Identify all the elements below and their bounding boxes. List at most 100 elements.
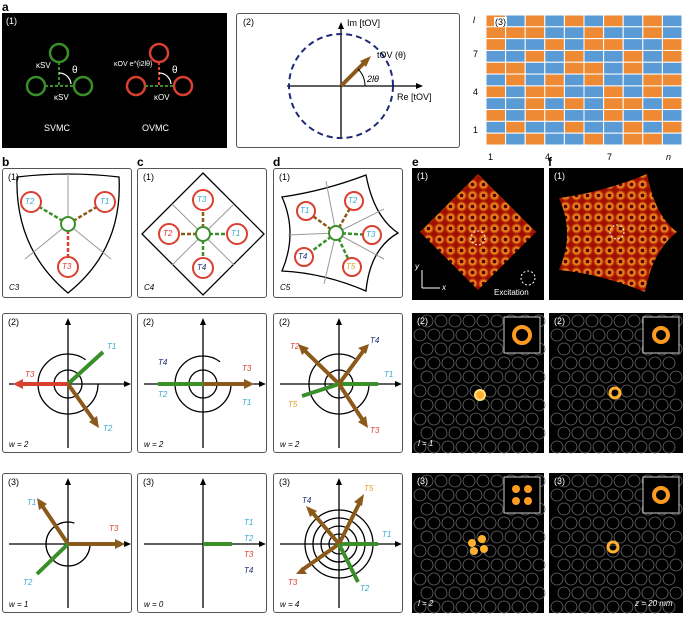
waveguide-outline xyxy=(592,328,606,342)
waveguide-outline xyxy=(483,440,497,454)
t3-label: T3 xyxy=(25,370,35,379)
waveguide-outline xyxy=(613,474,627,488)
grid-cell xyxy=(642,73,663,87)
waveguide-outline xyxy=(641,586,655,600)
waveguide-outline xyxy=(525,572,539,586)
grid-cell xyxy=(505,26,526,40)
waveguide-outline xyxy=(634,544,648,558)
grid-cell xyxy=(622,120,644,134)
waveguide-outline xyxy=(448,398,462,412)
grid-cell xyxy=(524,109,546,122)
t3-label: T3 xyxy=(62,262,72,271)
grid-cell xyxy=(642,97,663,111)
waveguide-outline xyxy=(571,586,585,600)
waveguide-outline xyxy=(606,544,620,558)
panel-tag: (1) xyxy=(8,172,19,182)
waveguide-outline xyxy=(613,530,627,544)
waveguide-outline xyxy=(599,426,613,440)
waveguide-outline xyxy=(634,572,648,586)
panel-d3: (3) T4 T5 T1 T3 T2 w = 4 xyxy=(273,473,403,613)
kappa-sv-label: κSV xyxy=(36,61,51,70)
grid-tag: (3) xyxy=(494,17,507,27)
panel-f1: (1) xyxy=(549,168,683,300)
waveguide-outline xyxy=(620,412,634,426)
c4-structure xyxy=(141,172,265,296)
grid-cell xyxy=(485,97,507,111)
waveguide-outline xyxy=(627,398,641,412)
y-tick-l: l xyxy=(473,15,475,25)
waveguide-outline xyxy=(434,558,448,572)
grid-cell xyxy=(583,14,605,28)
waveguide-outline xyxy=(606,440,620,454)
kappa-ov-label: κOV xyxy=(154,93,170,102)
waveguide-outline xyxy=(585,502,599,516)
waveguide-outline xyxy=(655,426,669,440)
waveguide-outline xyxy=(564,356,578,370)
waveguide-outline xyxy=(662,572,676,586)
waveguide-outline xyxy=(557,502,571,516)
waveguide-outline xyxy=(483,600,497,614)
waveguide-outline xyxy=(469,328,483,342)
grid-cell xyxy=(583,73,605,87)
grid-cell xyxy=(661,120,683,134)
waveguide-outline xyxy=(448,558,462,572)
grid-cell xyxy=(544,26,565,40)
waveguide-outline xyxy=(550,600,564,614)
waveguide-outline xyxy=(655,370,669,384)
waveguide-outline xyxy=(434,314,448,328)
waveguide-outline xyxy=(441,356,455,370)
waveguide-outline xyxy=(448,502,462,516)
grid-cell xyxy=(544,61,565,75)
waveguide-outline xyxy=(490,370,504,384)
grid-cell xyxy=(661,132,683,146)
waveguide-outline xyxy=(641,558,655,572)
waveguide-outline xyxy=(504,558,518,572)
waveguide-outline xyxy=(497,440,511,454)
group-label: C5 xyxy=(280,283,291,292)
winding-diagram-b2 xyxy=(9,318,131,448)
panel-tag: (2) xyxy=(554,316,565,326)
intensity-pattern-square xyxy=(420,174,536,290)
waveguide-outline xyxy=(662,412,676,426)
waveguide-outline xyxy=(592,516,606,530)
grid-cell xyxy=(622,26,644,40)
panel-tag: (2) xyxy=(8,317,19,327)
waveguide-outline xyxy=(511,412,525,426)
waveguide-outline xyxy=(557,586,571,600)
waveguide-outline xyxy=(420,502,434,516)
waveguide-outline xyxy=(455,356,469,370)
waveguide-outline xyxy=(455,440,469,454)
t4-label: T4 xyxy=(197,263,207,272)
grid-cell xyxy=(505,61,526,75)
waveguide-outline xyxy=(599,314,613,328)
waveguide-outline xyxy=(585,530,599,544)
waveguide-outline xyxy=(490,398,504,412)
waveguide-outline xyxy=(511,384,525,398)
panel-b1: (1) T2 T1 T3 C3 xyxy=(2,168,132,298)
waveguide-outline xyxy=(669,398,683,412)
panel-c3: (3) T1 T2 T3 T4 w = 0 xyxy=(137,473,267,613)
waveguide-outline xyxy=(490,502,504,516)
waveguide-outline xyxy=(427,544,441,558)
grid-cell xyxy=(661,61,683,75)
waveguide-outline xyxy=(497,412,511,426)
waveguide-outline xyxy=(669,530,683,544)
grid-cell xyxy=(524,132,546,146)
winding-number: w = 2 xyxy=(144,440,164,449)
waveguide-outline xyxy=(585,474,599,488)
waveguide-outline xyxy=(511,572,525,586)
waveguide-outline xyxy=(571,558,585,572)
t3-label: T3 xyxy=(244,550,254,559)
waveguide-outline xyxy=(620,572,634,586)
x-tick-7: 7 xyxy=(607,152,613,162)
waveguide-outline xyxy=(627,530,641,544)
waveguide-outline xyxy=(550,516,564,530)
waveguide-outline xyxy=(420,586,434,600)
panel-a1: (1) κSV θ κSV κOV e^{i2lθ} θ κOV SVMC OV… xyxy=(2,13,227,148)
waveguide-outline xyxy=(504,398,518,412)
winding-number: w = 4 xyxy=(280,600,300,609)
waveguide-outline xyxy=(476,586,490,600)
grid-cell xyxy=(563,14,585,28)
t2-label: T2 xyxy=(23,578,33,587)
waveguide-outline xyxy=(441,328,455,342)
